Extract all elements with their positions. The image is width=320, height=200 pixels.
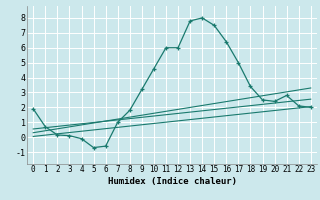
X-axis label: Humidex (Indice chaleur): Humidex (Indice chaleur) xyxy=(108,177,236,186)
